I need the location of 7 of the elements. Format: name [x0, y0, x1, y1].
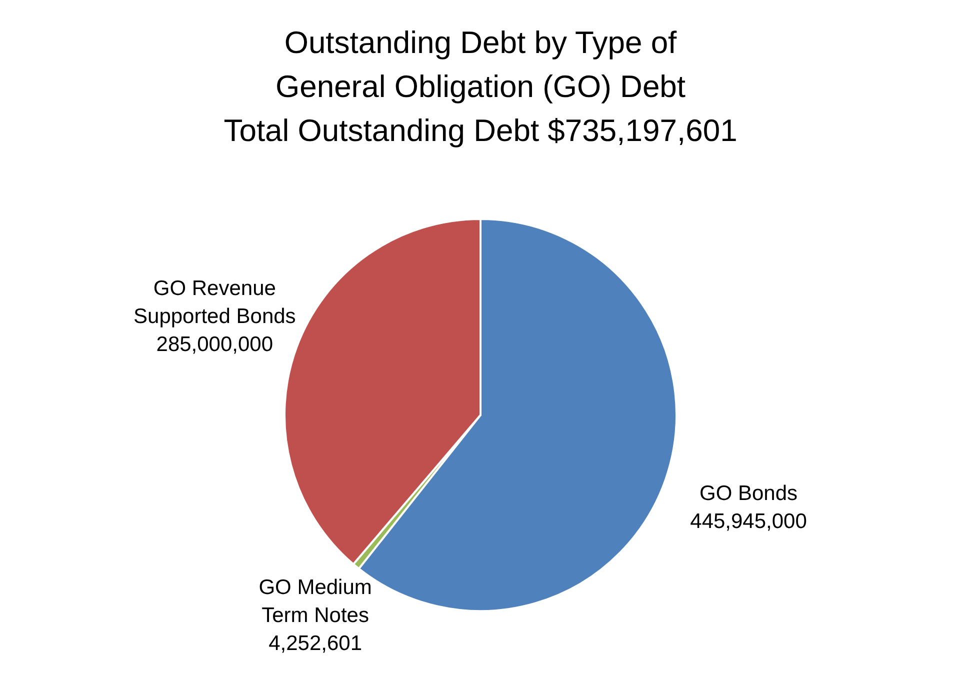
data-label: 4,252,601 [268, 632, 362, 656]
chart-title: Outstanding Debt by Type of General Obligation (GO) Debt Total Outstanding Debt $735,197,601 [224, 25, 738, 148]
slice-label: GO Revenue Supported Bonds [134, 277, 296, 328]
slice-label: GO Bonds [699, 482, 798, 506]
data-label: 445,945,000 [690, 510, 807, 534]
slice-label: GO Medium Term Notes [258, 576, 372, 628]
data-label: 285,000,000 [156, 333, 274, 356]
